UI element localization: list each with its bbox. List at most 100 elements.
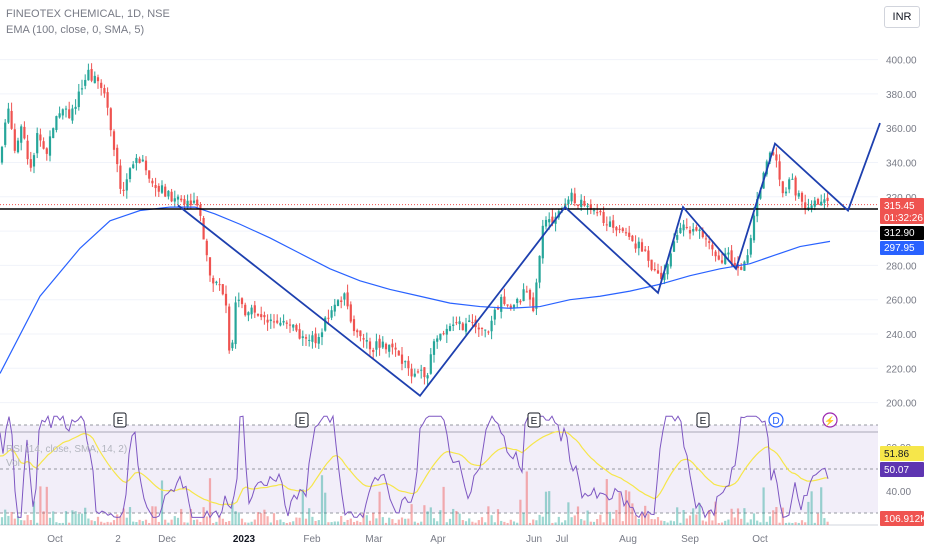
volume-bar: [189, 509, 192, 525]
candle: [445, 324, 448, 343]
candle: [608, 216, 612, 228]
volume-bar: [736, 508, 740, 525]
candle-body: [714, 251, 717, 257]
time-axis-tick: Oct: [752, 534, 768, 545]
candle: [23, 121, 26, 140]
candle-body: [167, 190, 170, 197]
candle-body: [519, 300, 522, 303]
candle-body: [231, 342, 234, 349]
candle-body: [733, 262, 736, 267]
candle: [423, 367, 426, 385]
candle: [279, 317, 282, 327]
candle-body: [730, 250, 733, 264]
candle-body: [570, 192, 573, 202]
event-marker[interactable]: D: [768, 412, 784, 428]
volume-bar: [682, 509, 685, 525]
candle: [612, 214, 615, 234]
candle-body: [791, 178, 794, 180]
candle-body: [432, 341, 436, 355]
volume-bar: [324, 492, 327, 525]
candle-body: [135, 157, 138, 164]
volume-bar: [234, 511, 237, 525]
event-marker[interactable]: ⚡: [822, 412, 838, 428]
volume-bar: [320, 475, 324, 525]
candle: [461, 321, 464, 331]
price-axis-tick: 340.00: [886, 159, 917, 170]
volume-bar: [93, 521, 96, 525]
event-marker[interactable]: E: [527, 412, 541, 428]
volume-bar: [170, 519, 173, 525]
candle-body: [567, 199, 570, 204]
candle: [71, 104, 74, 124]
candle-body: [250, 307, 253, 315]
candle: [631, 234, 634, 242]
volume-bar: [327, 522, 330, 525]
candle-body: [349, 304, 352, 322]
candle: [218, 278, 221, 291]
candle-body: [512, 304, 516, 309]
candle: [58, 106, 61, 119]
volume-value-tag-bg: [880, 511, 924, 526]
candle-body: [317, 337, 320, 344]
candle-body: [698, 229, 701, 231]
volume-bar: [717, 522, 720, 525]
candle-body: [359, 330, 362, 337]
candle-body: [608, 221, 612, 227]
volume-bar: [445, 522, 448, 525]
candle-body: [589, 204, 592, 210]
candle: [276, 314, 279, 325]
candle-body: [320, 332, 324, 338]
candle-body: [103, 88, 106, 94]
event-markers[interactable]: E E E E D ⚡: [113, 412, 838, 428]
candle-body: [61, 109, 64, 116]
candle-body: [656, 270, 660, 274]
price-axis-tick: 360.00: [886, 124, 917, 135]
candle-body: [759, 190, 762, 199]
rsi-value-tag-bg: [880, 462, 924, 477]
candle: [340, 296, 343, 309]
candle: [266, 314, 269, 331]
candle-body: [602, 211, 605, 223]
candle: [570, 188, 573, 205]
candle-body: [772, 152, 775, 155]
candle: [400, 347, 404, 371]
volume-bar: [301, 489, 304, 525]
candle: [180, 195, 183, 203]
candle-body: [154, 185, 157, 189]
candle-body: [148, 170, 151, 179]
earnings-marker-box: [295, 412, 309, 428]
candle-body: [189, 200, 192, 206]
candle: [637, 237, 640, 256]
candle-body: [535, 282, 538, 309]
candle-body: [704, 238, 708, 240]
candle: [640, 238, 644, 253]
volume-bar: [480, 517, 484, 525]
event-marker[interactable]: E: [113, 412, 127, 428]
candle: [464, 317, 468, 336]
volume-bar: [340, 515, 343, 525]
candle: [740, 263, 743, 271]
event-marker[interactable]: E: [696, 412, 710, 428]
time-axis-tick: Jun: [526, 534, 542, 545]
volume-bar: [20, 520, 23, 525]
candle: [698, 228, 701, 239]
candle-body: [109, 108, 112, 131]
volume-bar: [48, 517, 52, 525]
volume-bar: [346, 519, 349, 525]
pattern-lines: [177, 122, 881, 398]
candle: [650, 259, 653, 272]
volume-bar: [218, 515, 221, 525]
candle: [237, 292, 240, 308]
candle: [96, 74, 100, 89]
candle: [522, 283, 525, 302]
volume-bar: [525, 471, 528, 525]
candle-body: [186, 200, 189, 207]
currency-button[interactable]: INR: [884, 6, 920, 28]
price-axis-tick: 240.00: [886, 330, 917, 341]
volume-bar: [644, 505, 647, 525]
volume-bar: [144, 519, 148, 525]
event-marker[interactable]: E: [295, 412, 309, 428]
volume-bar: [288, 522, 292, 525]
candle-body: [112, 131, 116, 150]
